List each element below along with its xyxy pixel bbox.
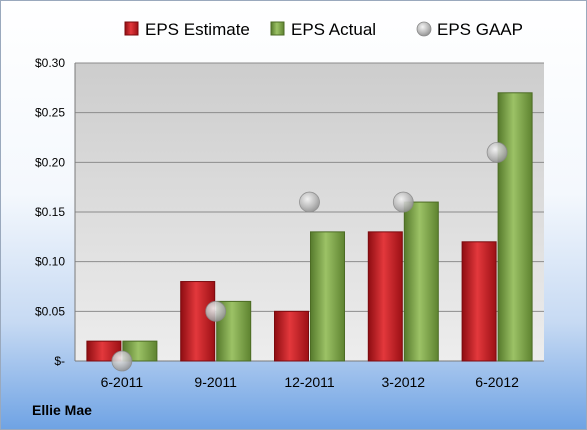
legend-label: EPS Actual	[291, 20, 376, 39]
x-tick-label: 9-2011	[194, 374, 237, 390]
x-tick-label: 3-2012	[382, 374, 426, 390]
legend: EPS Estimate EPS Actual EPS GAAP	[124, 20, 523, 39]
legend-swatch-estimate	[124, 21, 139, 36]
company-label: Ellie Mae	[32, 402, 92, 418]
x-axis-ticks: 6-2011 9-2011 12-2011 3-2012 6-2012	[101, 374, 519, 390]
eps-gaap-point	[111, 350, 133, 372]
y-tick-label: $0.30	[35, 56, 65, 70]
y-axis-ticks: $- $0.05 $0.10 $0.15 $0.20 $0.25 $0.30	[35, 56, 65, 368]
eps-estimate-bar	[180, 281, 216, 362]
eps-estimate-bar	[461, 241, 497, 362]
eps-actual-bar	[310, 231, 345, 362]
eps-gaap-point	[392, 191, 414, 213]
x-tick-label: 12-2011	[284, 374, 335, 390]
x-tick-label: 6-2012	[475, 374, 519, 390]
legend-swatch-actual	[270, 21, 285, 36]
eps-estimate-bar	[274, 310, 309, 362]
eps-gaap-point	[486, 141, 508, 163]
bars	[86, 92, 533, 362]
y-tick-label: $0.15	[35, 205, 65, 219]
y-tick-label: $-	[54, 354, 65, 368]
eps-actual-bar	[403, 201, 439, 362]
eps-gaap-point	[205, 300, 227, 322]
legend-swatch-gaap	[416, 21, 432, 37]
eps-estimate-bar	[367, 231, 403, 362]
x-tick-label: 6-2011	[101, 374, 144, 390]
eps-actual-bar	[497, 92, 533, 362]
y-tick-label: $0.25	[35, 106, 65, 120]
y-tick-label: $0.20	[35, 155, 65, 169]
legend-label: EPS GAAP	[437, 20, 523, 39]
y-tick-label: $0.10	[35, 255, 65, 269]
legend-label: EPS Estimate	[145, 20, 250, 39]
gaap-points	[111, 141, 508, 372]
y-tick-label: $0.05	[35, 304, 65, 318]
eps-gaap-point	[299, 191, 320, 213]
